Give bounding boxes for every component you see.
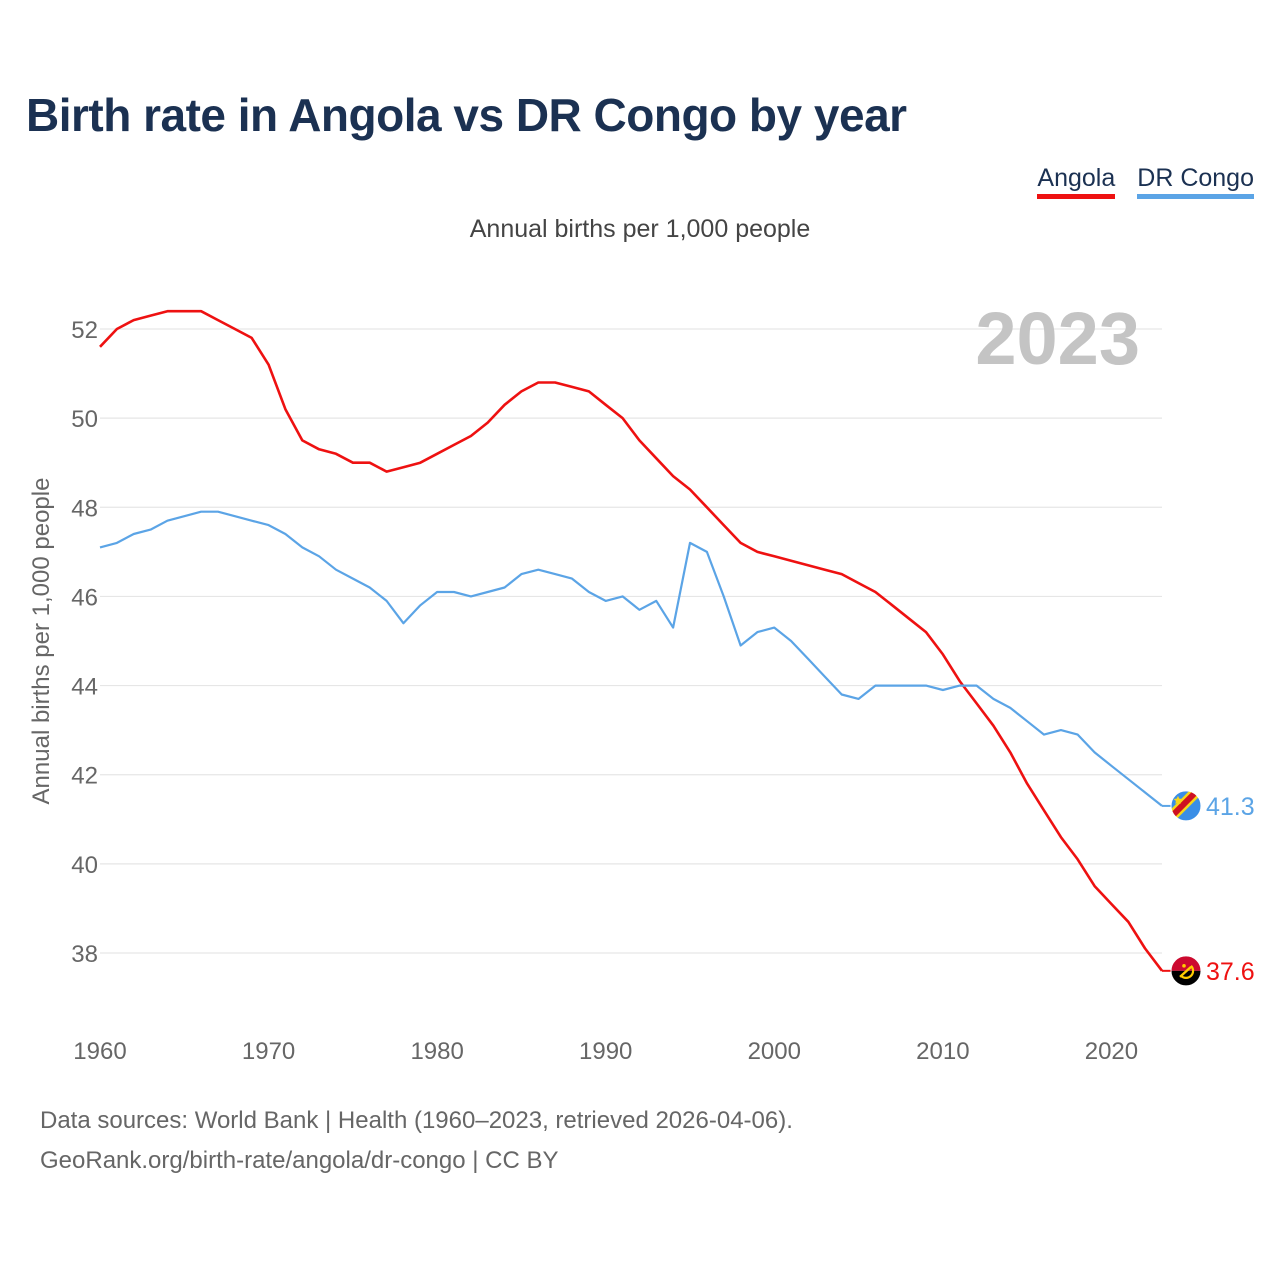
series-line-dr-congo [99, 510, 1163, 807]
x-axis-ticks: 1960 1970 1980 1990 2000 2010 2020 [73, 1038, 1138, 1065]
x-tick-label: 2020 [1085, 1038, 1138, 1065]
x-tick-label: 2010 [916, 1038, 969, 1065]
x-tick-label: 2000 [748, 1038, 801, 1065]
series-lines [99, 309, 1164, 972]
end-value-label-dr-congo: 41.3 [1206, 793, 1255, 821]
y-axis-ticks: 38 40 42 44 46 48 50 52 [71, 317, 98, 968]
flag-icon-dr-congo [1170, 790, 1202, 822]
y-tick-label: 46 [71, 584, 98, 611]
line-chart: 38 40 42 44 46 48 50 52 1960 1970 1980 1990 2000 201… [71, 309, 1255, 1065]
chart-title: Birth rate in Angola vs DR Congo by year [26, 89, 907, 141]
year-overlay: 2023 [975, 297, 1140, 380]
y-tick-label: 52 [71, 317, 98, 344]
series-line-angola [99, 309, 1164, 972]
end-markers: 37.6 41.3 [1162, 790, 1255, 987]
x-tick-label: 1970 [242, 1038, 295, 1065]
y-tick-label: 40 [71, 852, 98, 879]
y-tick-label: 42 [71, 763, 98, 790]
x-tick-label: 1960 [73, 1038, 126, 1065]
x-tick-label: 1980 [410, 1038, 463, 1065]
y-tick-label: 48 [71, 495, 98, 522]
chart-subtitle: Annual births per 1,000 people [469, 215, 811, 243]
end-value-label-angola: 37.6 [1206, 958, 1255, 986]
x-tick-label: 1990 [579, 1038, 632, 1065]
legend-item-dr-congo[interactable]: DR Congo [1137, 164, 1254, 199]
y-tick-label: 50 [71, 406, 98, 433]
y-tick-label: 44 [71, 674, 98, 701]
y-tick-label: 38 [71, 941, 98, 968]
footer-sources: Data sources: World Bank | Health (1960–… [40, 1107, 793, 1134]
legend: Angola DR Congo [1037, 164, 1254, 199]
footer-url: GeoRank.org/birth-rate/angola/dr-congo |… [40, 1147, 559, 1174]
legend-item-angola[interactable]: Angola [1037, 164, 1116, 199]
flag-icon-angola [1170, 955, 1202, 987]
gridlines [100, 328, 1162, 954]
